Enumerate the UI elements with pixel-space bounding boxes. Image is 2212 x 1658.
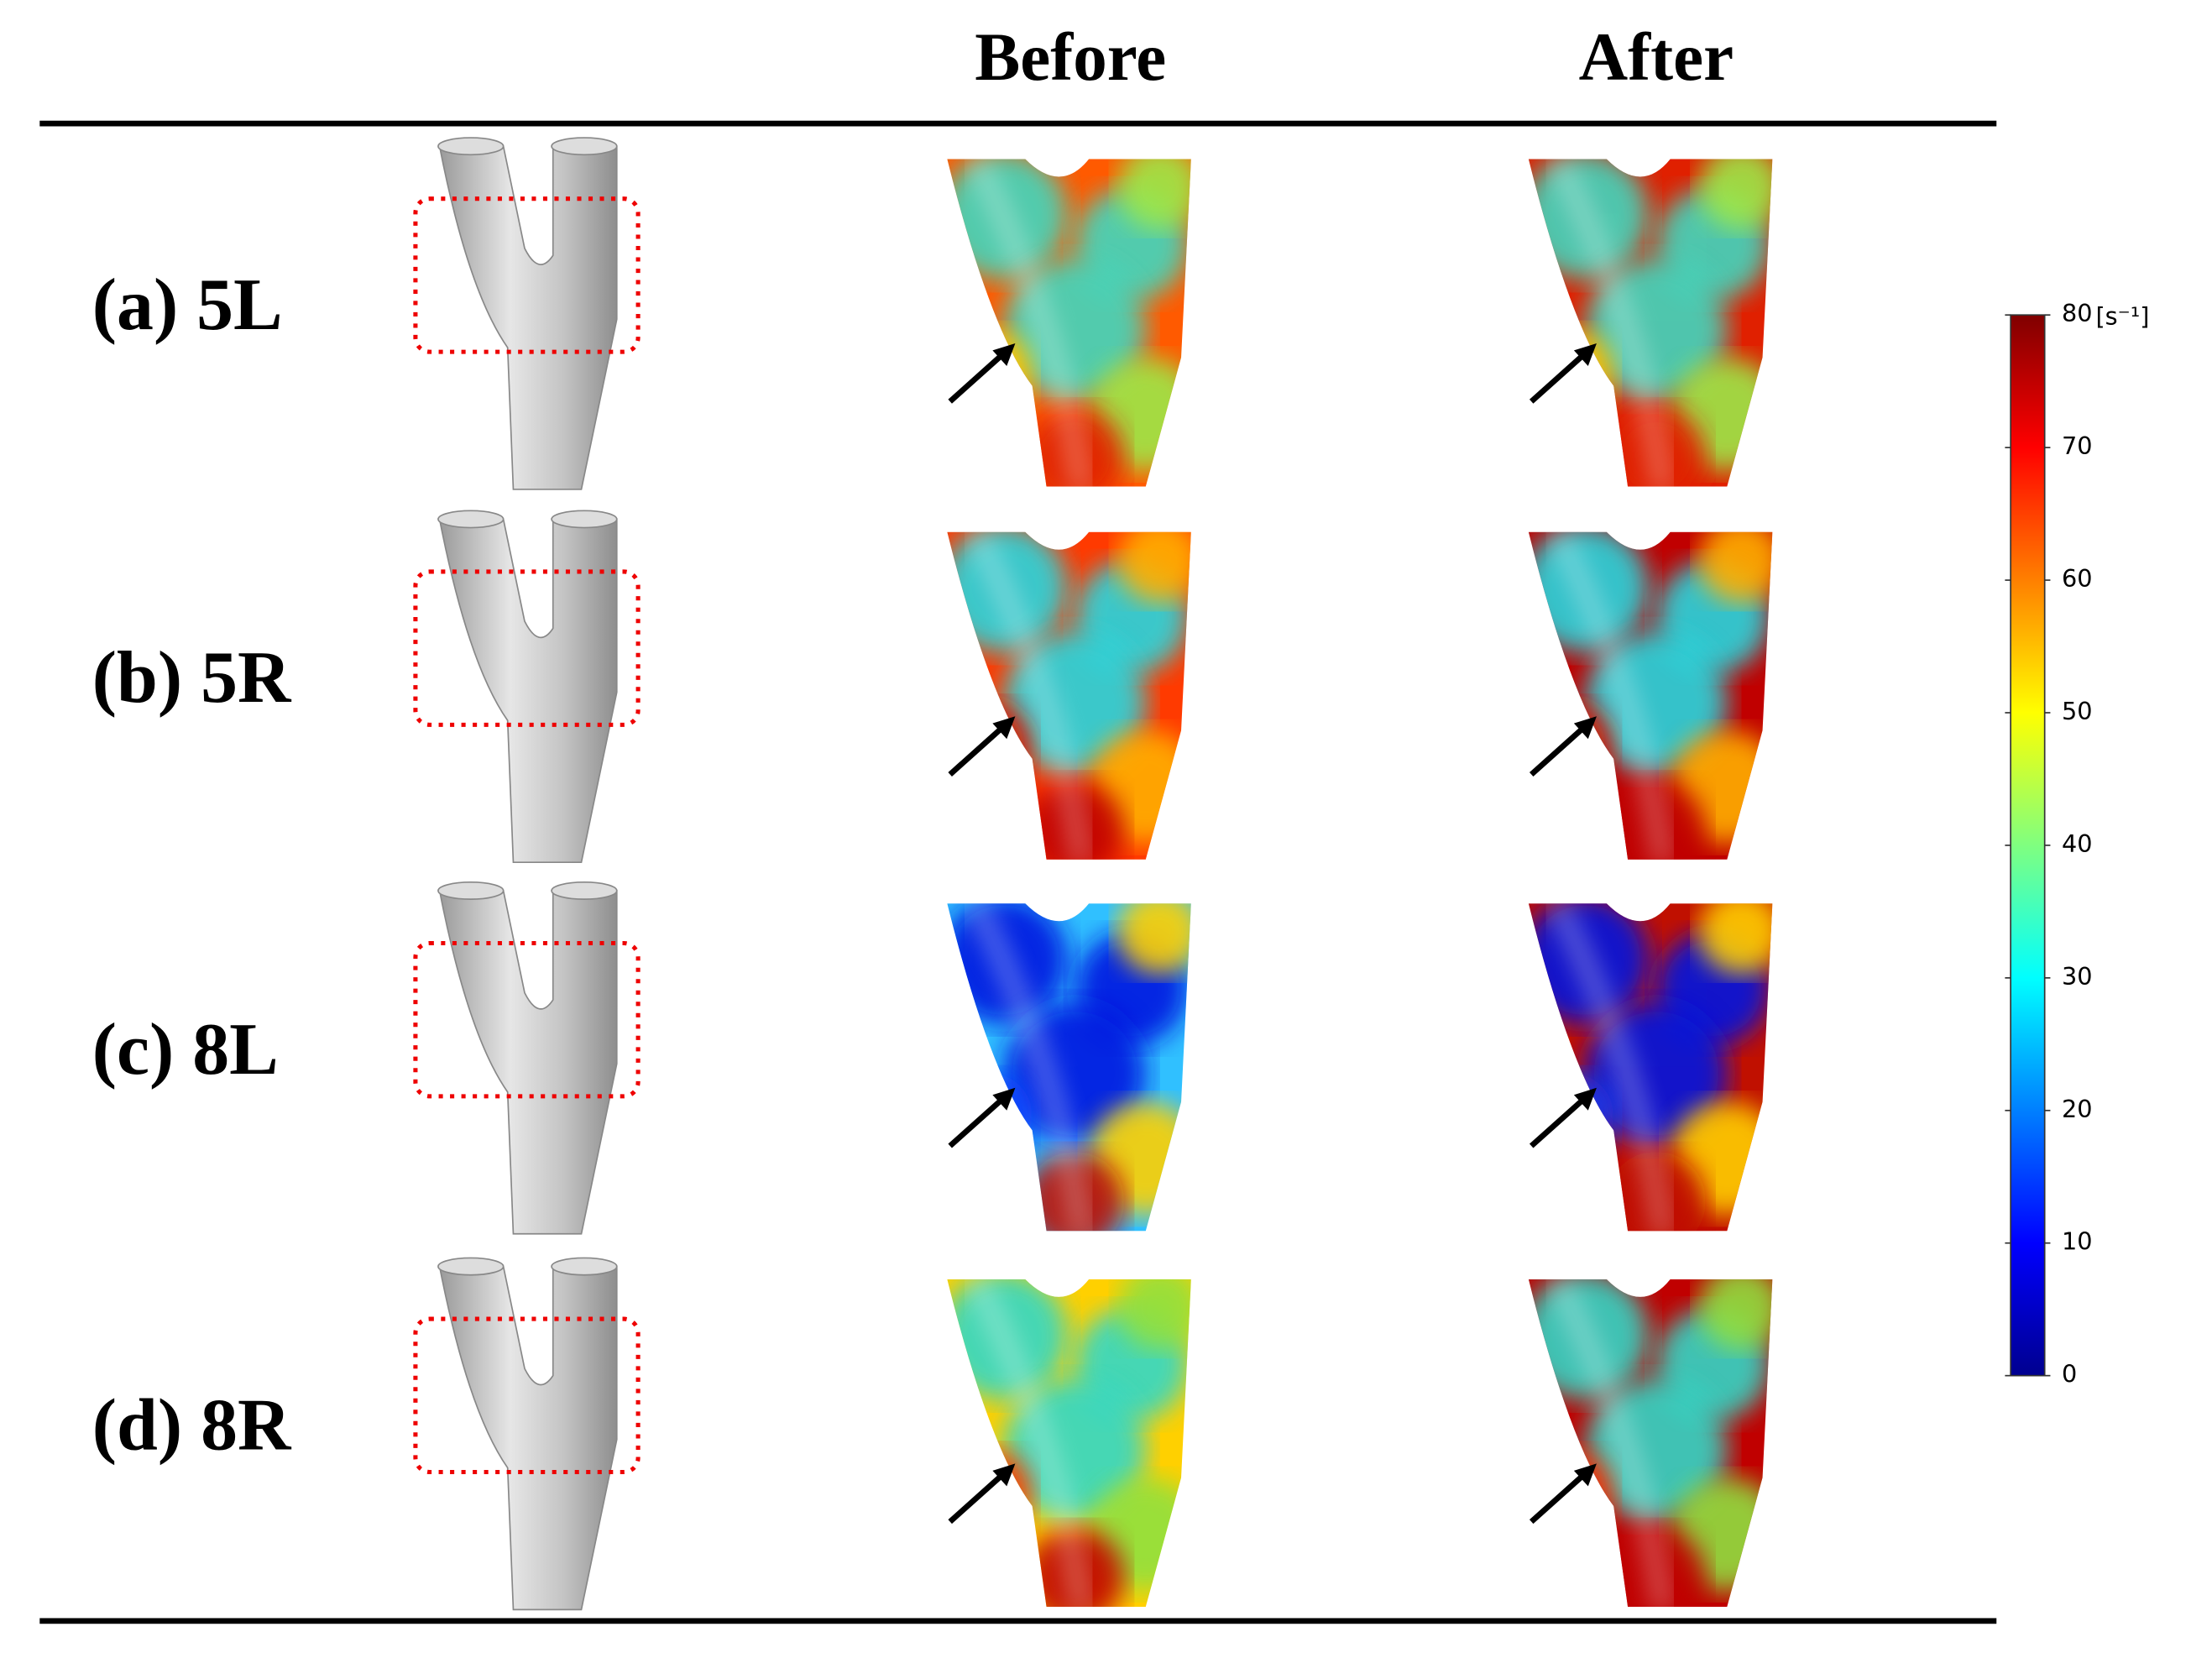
colorbar-tick-label: 10 xyxy=(2062,1227,2093,1256)
arrow xyxy=(948,1471,1007,1525)
column-header: After xyxy=(1579,19,1734,95)
heatmap-blob xyxy=(1117,531,1191,604)
vessel-end xyxy=(551,510,618,529)
heatmap-blob xyxy=(1698,531,1773,604)
arrow xyxy=(948,1096,1007,1148)
vessel-model xyxy=(438,145,618,490)
heatmap-blob xyxy=(1117,159,1191,230)
highlight xyxy=(969,1279,1090,1607)
colorbar-tick-label: 0 xyxy=(2062,1360,2077,1389)
heatmap-blob xyxy=(1528,702,1614,787)
highlight xyxy=(1550,903,1671,1232)
vessel-end xyxy=(437,1257,505,1276)
colorbar-tick-label: 60 xyxy=(2062,564,2093,593)
vessel-end xyxy=(551,137,618,156)
heatmap xyxy=(947,531,1191,860)
arrow xyxy=(1529,724,1587,777)
highlight xyxy=(1550,531,1671,860)
highlight xyxy=(1550,159,1671,487)
highlight xyxy=(1550,1279,1671,1607)
colorbar-tick-label: 40 xyxy=(2062,829,2093,858)
rows: (a) 5L (b) 5R (c) 8L (d) 8R xyxy=(92,137,1773,1611)
heatmap xyxy=(947,159,1191,487)
arrowhead xyxy=(992,1087,1016,1111)
colorbar xyxy=(2010,314,2046,1377)
vessel-model xyxy=(438,518,618,864)
heatmap xyxy=(1528,159,1773,487)
vessel-end xyxy=(551,881,618,900)
row-label: (d) 8R xyxy=(92,1383,292,1465)
heatmap-blob xyxy=(1117,903,1191,975)
arrowhead xyxy=(992,1463,1016,1487)
arrowhead xyxy=(1573,343,1597,367)
vessel-end xyxy=(437,510,505,529)
arrow xyxy=(1529,1096,1587,1148)
arrowhead xyxy=(1573,716,1597,740)
row: (c) 8L xyxy=(92,881,1773,1235)
heatmap xyxy=(1528,531,1773,860)
heatmap-blob xyxy=(1528,329,1614,415)
heatmap-blob xyxy=(1117,1279,1191,1351)
arrow xyxy=(1529,351,1587,404)
arrow xyxy=(948,724,1007,777)
heatmap xyxy=(947,903,1191,1232)
vessel-model xyxy=(438,890,618,1235)
heatmap-blob xyxy=(947,1073,1033,1159)
row-label: (c) 8L xyxy=(92,1008,279,1090)
colorbar-tick-label: 80 xyxy=(2062,299,2093,327)
colorbar-tick-label: 30 xyxy=(2062,962,2093,991)
row-label: (b) 5R xyxy=(92,636,292,718)
heatmap-blob xyxy=(1698,903,1773,975)
vessel-end xyxy=(437,137,505,156)
heatmap-blob xyxy=(947,1449,1033,1535)
heatmap xyxy=(947,1279,1191,1607)
heatmap-blob xyxy=(1698,1279,1773,1351)
vessel-end xyxy=(551,1257,618,1276)
arrow xyxy=(948,351,1007,404)
heatmap xyxy=(1528,903,1773,1232)
highlight xyxy=(969,159,1090,487)
highlight xyxy=(969,903,1090,1232)
colorbar-unit: [s⁻¹] xyxy=(2095,302,2149,331)
colorbar-tick-label: 50 xyxy=(2062,697,2093,725)
colorbar-tick-label: 20 xyxy=(2062,1095,2093,1123)
heatmap-blob xyxy=(1528,1073,1614,1159)
column-header: Before xyxy=(975,19,1166,95)
row: (d) 8R xyxy=(92,1257,1773,1611)
arrowhead xyxy=(992,716,1016,740)
colorbar-tick-label: 70 xyxy=(2062,431,2093,460)
highlight xyxy=(969,531,1090,860)
heatmap-blob xyxy=(1698,159,1773,230)
heatmap-blob xyxy=(947,329,1033,415)
arrowhead xyxy=(992,343,1016,367)
heatmap xyxy=(1528,1279,1773,1607)
vessel-end xyxy=(437,881,505,900)
row-label: (a) 5L xyxy=(92,264,283,345)
arrowhead xyxy=(1573,1087,1597,1111)
row: (b) 5R xyxy=(92,510,1773,864)
row: (a) 5L xyxy=(92,137,1773,490)
heatmap-blob xyxy=(947,702,1033,787)
arrowhead xyxy=(1573,1463,1597,1487)
arrow xyxy=(1529,1471,1587,1525)
heatmap-blob xyxy=(1528,1449,1614,1535)
vessel-model xyxy=(438,1265,618,1611)
